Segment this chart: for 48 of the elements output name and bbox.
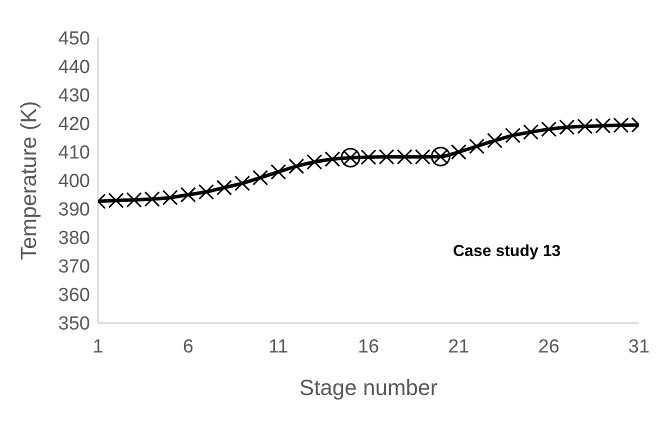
x-tick-label: 31 [628, 336, 650, 358]
point [504, 128, 521, 144]
point [468, 138, 484, 154]
x-tick-label: 21 [448, 336, 470, 358]
y-tick-label: 370 [58, 256, 90, 278]
y-tick-label: 410 [58, 142, 90, 164]
x-tick-label: 16 [358, 336, 380, 358]
point [559, 119, 575, 136]
point [198, 184, 214, 200]
y-tick-label: 390 [58, 200, 90, 221]
point [162, 190, 178, 206]
y-tick-label: 380 [58, 228, 90, 250]
point [108, 192, 124, 208]
point [252, 170, 268, 186]
point [270, 164, 286, 180]
y-tick-label: 420 [58, 114, 90, 136]
point [486, 132, 503, 148]
point [288, 158, 304, 174]
y-tick-label: 400 [58, 171, 90, 192]
y-tick-label: 450 [58, 28, 90, 50]
point [126, 192, 142, 208]
point [523, 124, 539, 140]
y-tick-label: 430 [58, 86, 90, 107]
x-tick-label: 6 [182, 336, 194, 358]
x-tick-label: 26 [538, 336, 560, 358]
annotation: Case study 13 [453, 243, 561, 261]
point [577, 118, 593, 134]
point [378, 149, 394, 165]
y-axis-title: Temperature (K) [16, 101, 41, 260]
point [595, 118, 611, 134]
y-tick-label: 440 [58, 57, 90, 78]
point [541, 121, 557, 137]
point [306, 154, 322, 170]
point [324, 151, 340, 167]
point [180, 186, 196, 203]
x-tick-label: 1 [92, 336, 104, 358]
y-tick-label: 350 [58, 314, 90, 335]
y-tick-label: 360 [58, 285, 90, 306]
point [613, 117, 629, 134]
x-tick-label: 11 [268, 336, 288, 358]
point [450, 144, 466, 160]
point [216, 180, 232, 196]
x-axis-title: Stage number [299, 375, 438, 400]
point [234, 176, 250, 192]
point [414, 149, 430, 165]
point [144, 191, 160, 207]
point [360, 149, 376, 165]
point [396, 149, 412, 165]
